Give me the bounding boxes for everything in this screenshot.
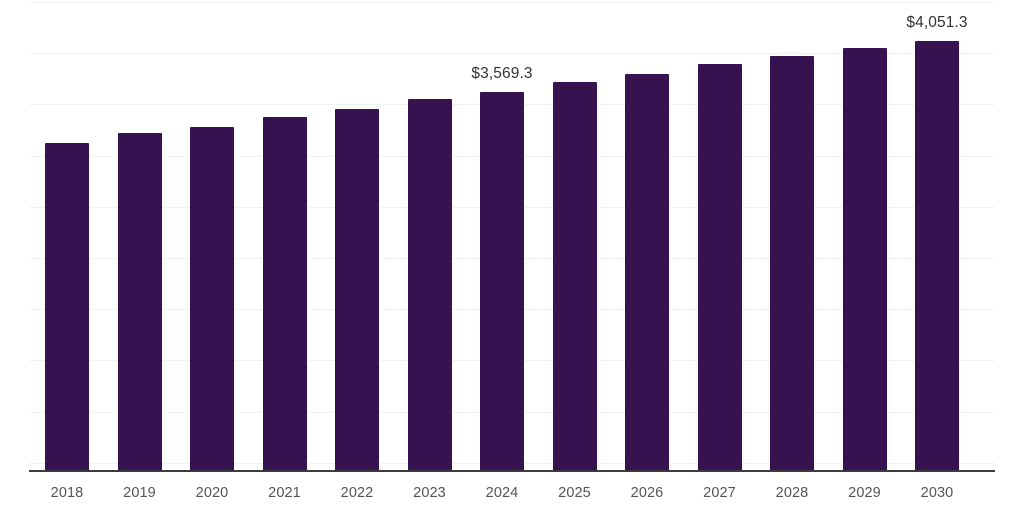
x-tick-label-2021: 2021 bbox=[268, 485, 301, 501]
bar-group bbox=[45, 0, 89, 470]
x-tick-label-2029: 2029 bbox=[848, 485, 881, 501]
bar-group bbox=[552, 0, 597, 470]
bar[interactable] bbox=[697, 64, 742, 470]
bar-group: $4,051.3 bbox=[906, 0, 967, 470]
x-tick-label-2026: 2026 bbox=[630, 485, 664, 501]
bar-group bbox=[335, 0, 379, 470]
bar-group bbox=[117, 0, 162, 470]
x-tick-label-2022: 2022 bbox=[340, 485, 374, 501]
bar[interactable] bbox=[915, 41, 959, 470]
x-tick-label-2028: 2028 bbox=[775, 485, 809, 501]
bar[interactable] bbox=[45, 143, 89, 470]
bar-group bbox=[842, 0, 887, 470]
x-tick-label-2027: 2027 bbox=[703, 485, 736, 501]
bar[interactable] bbox=[407, 99, 452, 470]
bar[interactable] bbox=[842, 48, 887, 470]
bar-group bbox=[190, 0, 234, 470]
bar-group bbox=[625, 0, 669, 470]
x-axis: 2018 2019 2020 2021 2022 2023 2024 2025 2026 2027… bbox=[29, 478, 995, 512]
bar-value-label: $3,569.3 bbox=[471, 65, 533, 83]
bar[interactable] bbox=[190, 127, 234, 470]
plot-area: $3,569.3 $4,051.3 bbox=[29, 0, 995, 470]
gridline bbox=[29, 2, 995, 3]
x-tick-label-2030: 2030 bbox=[920, 485, 954, 501]
bar-group: $3,569.3 bbox=[471, 0, 532, 470]
x-tick-label-2019: 2019 bbox=[123, 485, 156, 501]
x-tick-label-2018: 2018 bbox=[50, 485, 84, 501]
x-axis-line bbox=[29, 470, 995, 472]
bar-group bbox=[697, 0, 742, 470]
x-tick-label-2023: 2023 bbox=[413, 485, 446, 501]
bar[interactable] bbox=[335, 109, 379, 470]
gridline bbox=[29, 53, 995, 55]
bar[interactable] bbox=[625, 74, 669, 470]
bar[interactable] bbox=[552, 82, 597, 470]
x-tick-label-2024: 2024 bbox=[485, 485, 519, 501]
bar-group bbox=[407, 0, 452, 470]
bar[interactable] bbox=[262, 117, 307, 470]
bar[interactable] bbox=[117, 133, 162, 470]
bar[interactable] bbox=[480, 92, 524, 470]
bar-value-label: $4,051.3 bbox=[906, 14, 968, 32]
x-tick-label-2020: 2020 bbox=[195, 485, 229, 501]
bar-group bbox=[262, 0, 307, 470]
bar-group bbox=[770, 0, 814, 470]
x-tick-label-2025: 2025 bbox=[558, 485, 591, 501]
bar[interactable] bbox=[770, 56, 814, 470]
